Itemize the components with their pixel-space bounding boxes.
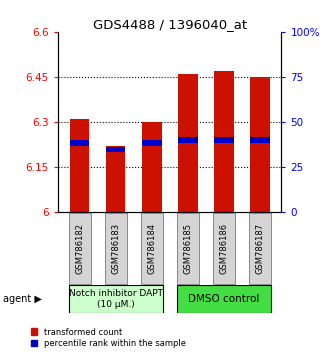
FancyBboxPatch shape	[177, 213, 199, 284]
Text: GSM786183: GSM786183	[111, 223, 120, 274]
Bar	[214, 137, 234, 143]
Text: GSM786186: GSM786186	[219, 223, 228, 274]
Text: agent ▶: agent ▶	[3, 294, 42, 304]
FancyBboxPatch shape	[105, 213, 126, 284]
Text: GSM786184: GSM786184	[147, 223, 156, 274]
FancyBboxPatch shape	[213, 213, 235, 284]
Bar	[70, 141, 89, 146]
Bar	[250, 77, 270, 212]
Bar	[250, 137, 270, 143]
FancyBboxPatch shape	[69, 285, 163, 313]
Text: DMSO control: DMSO control	[188, 294, 260, 304]
Legend: transformed count, percentile rank within the sample: transformed count, percentile rank withi…	[31, 327, 186, 348]
Title: GDS4488 / 1396040_at: GDS4488 / 1396040_at	[93, 18, 247, 31]
Bar	[178, 137, 198, 143]
FancyBboxPatch shape	[141, 213, 163, 284]
Bar	[106, 146, 125, 212]
Bar	[70, 119, 89, 212]
Text: GSM786185: GSM786185	[183, 223, 192, 274]
FancyBboxPatch shape	[69, 213, 91, 284]
FancyBboxPatch shape	[249, 213, 271, 284]
Bar	[142, 122, 162, 212]
FancyBboxPatch shape	[177, 285, 271, 313]
Bar	[106, 147, 125, 152]
Text: GSM786182: GSM786182	[75, 223, 84, 274]
Bar	[214, 71, 234, 212]
Text: GSM786187: GSM786187	[255, 223, 264, 274]
Bar	[178, 74, 198, 212]
Bar	[142, 141, 162, 146]
Text: Notch inhibitor DAPT
(10 μM.): Notch inhibitor DAPT (10 μM.)	[69, 290, 163, 309]
